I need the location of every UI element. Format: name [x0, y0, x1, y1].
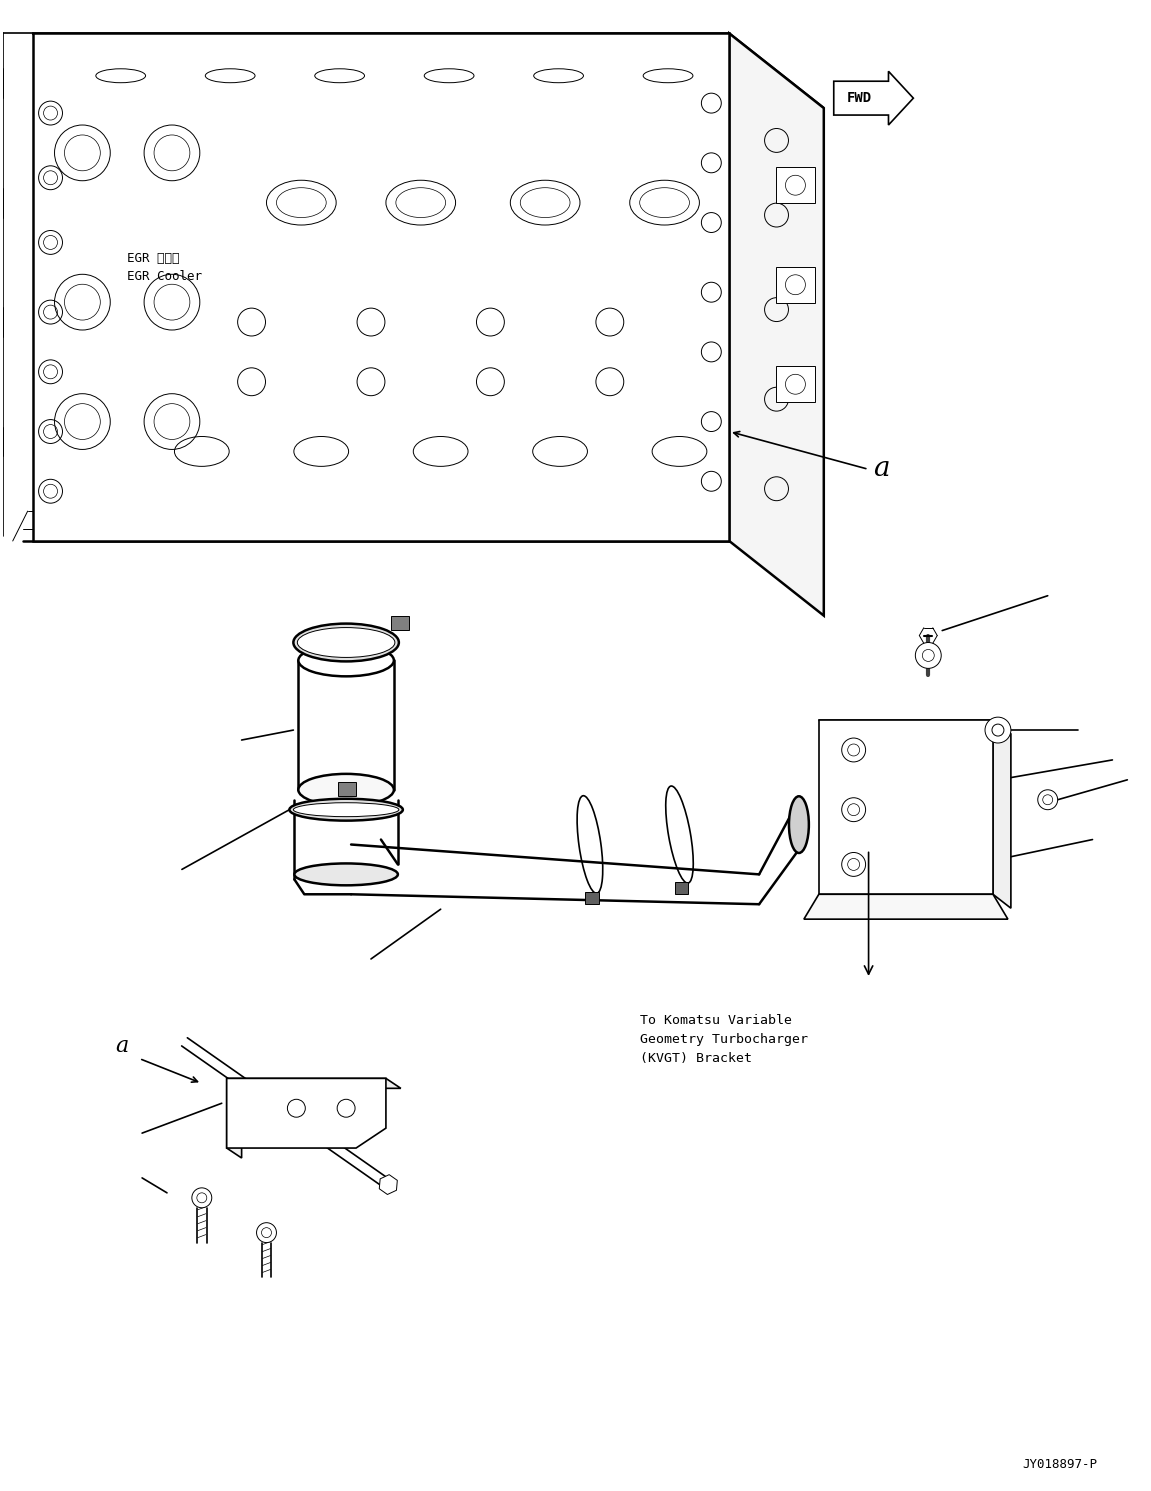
Bar — [818, 720, 993, 895]
Text: EGR クーラ: EGR クーラ — [127, 252, 180, 265]
Ellipse shape — [298, 644, 394, 677]
Ellipse shape — [294, 802, 399, 817]
Bar — [338, 781, 356, 796]
Ellipse shape — [788, 796, 809, 853]
Bar — [585, 892, 599, 904]
Text: JY018897-P: JY018897-P — [1022, 1458, 1097, 1472]
Bar — [0, 69, 2, 98]
Text: a: a — [874, 455, 890, 482]
Text: a: a — [115, 1035, 129, 1057]
Bar — [776, 367, 815, 403]
Ellipse shape — [289, 799, 403, 820]
Circle shape — [985, 717, 1011, 743]
Polygon shape — [227, 1078, 401, 1088]
Ellipse shape — [298, 774, 394, 805]
Circle shape — [257, 1223, 276, 1242]
Bar — [776, 167, 815, 203]
Text: EGR Cooler: EGR Cooler — [127, 270, 203, 283]
Polygon shape — [993, 720, 1011, 908]
Polygon shape — [803, 895, 1008, 918]
Circle shape — [915, 643, 942, 668]
Bar — [0, 188, 2, 218]
Circle shape — [192, 1188, 212, 1208]
Text: To Komatsu Variable
Geometry Turbocharger
(KVGT) Bracket: To Komatsu Variable Geometry Turbocharge… — [640, 1014, 808, 1065]
Polygon shape — [730, 33, 824, 616]
Bar — [391, 616, 409, 629]
Bar — [776, 267, 815, 303]
Polygon shape — [227, 1078, 242, 1159]
Polygon shape — [227, 1078, 386, 1148]
Polygon shape — [818, 720, 1011, 734]
Ellipse shape — [294, 623, 399, 662]
Bar — [0, 426, 2, 456]
Circle shape — [1038, 790, 1058, 810]
Ellipse shape — [297, 628, 395, 658]
Bar — [0, 307, 2, 337]
Polygon shape — [380, 1175, 397, 1194]
Bar — [674, 883, 688, 895]
Polygon shape — [32, 33, 824, 107]
Polygon shape — [32, 33, 730, 541]
Polygon shape — [833, 72, 914, 125]
Ellipse shape — [295, 863, 398, 886]
Text: FWD: FWD — [847, 91, 871, 106]
